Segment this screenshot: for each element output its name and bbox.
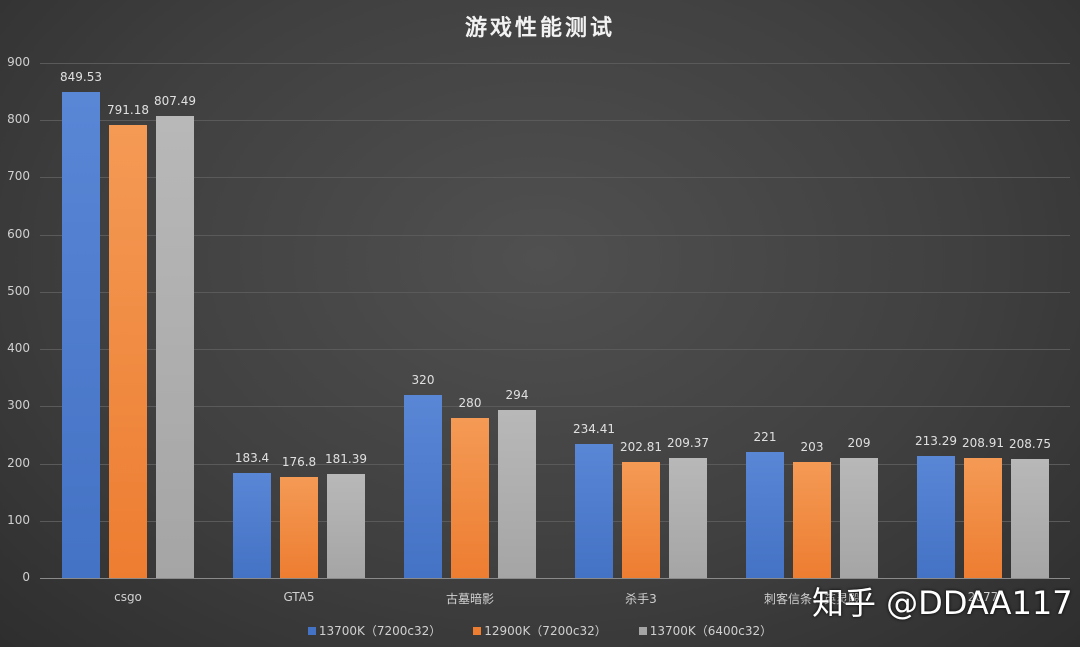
data-label: 807.49 — [154, 93, 196, 108]
y-tick-label: 800 — [7, 112, 30, 127]
bar — [793, 461, 831, 578]
bar — [280, 476, 318, 578]
legend-item: 13700K（7200c32） — [307, 622, 442, 639]
gridline — [40, 520, 1070, 522]
data-label: 280 — [458, 395, 482, 410]
legend-swatch-icon — [473, 626, 482, 635]
data-label: 209.37 — [667, 436, 709, 451]
y-tick-label: 900 — [7, 55, 30, 69]
data-label: 183.4 — [234, 451, 270, 466]
x-tick-label: 刺客信条：英灵殿 — [763, 592, 860, 606]
data-label: 209 — [847, 436, 871, 451]
gridline — [40, 349, 1070, 351]
legend-item: 13700K（6400c32） — [638, 622, 773, 639]
legend: 13700K（7200c32） 12900K（7200c32） 13700K（640… — [0, 622, 1080, 639]
data-label: 320 — [411, 372, 435, 387]
x-tick-label: GTA5 — [283, 590, 315, 604]
bar — [917, 455, 955, 578]
legend-item: 12900K（7200c32） — [473, 622, 607, 639]
y-tick-label: 700 — [7, 169, 30, 184]
bar — [451, 417, 489, 578]
bar — [498, 409, 536, 578]
chart-title: 游戏性能测试 — [464, 16, 615, 41]
gridline — [40, 291, 1070, 293]
y-tick-label: 600 — [7, 226, 30, 241]
legend-label: 12900K（7200c32） — [484, 624, 607, 638]
bar — [669, 458, 707, 578]
bar — [156, 115, 194, 578]
legend-swatch-icon — [307, 626, 316, 635]
bar — [840, 458, 878, 578]
y-tick-label: 400 — [7, 341, 30, 356]
bar — [1011, 458, 1049, 578]
x-axis-line — [40, 578, 1070, 579]
y-tick-label: 500 — [7, 283, 30, 298]
plot-area: 849.53 791.18 807.49 183.4 176.8 181.39 320 280… — [40, 63, 1070, 579]
data-label: 221 — [753, 429, 777, 444]
legend-label: 13700K（6400c32） — [649, 624, 773, 638]
legend-label: 13700K（7200c32） — [318, 624, 442, 638]
bar — [746, 451, 784, 578]
data-label: 176.8 — [281, 454, 317, 469]
bar — [964, 458, 1002, 578]
data-label: 208.75 — [1009, 436, 1051, 451]
gridline — [40, 406, 1070, 408]
data-label: 203 — [800, 439, 824, 454]
gridline — [40, 120, 1070, 122]
bar — [62, 91, 100, 578]
bar — [575, 443, 613, 578]
data-label: 294 — [505, 387, 529, 402]
gridline — [40, 234, 1070, 236]
data-label: 234.41 — [573, 421, 615, 436]
gridline — [40, 463, 1070, 465]
bar — [622, 461, 660, 578]
data-label: 202.81 — [620, 439, 662, 454]
x-tick-label: csgo — [114, 590, 142, 604]
data-label: 208.91 — [962, 436, 1004, 451]
y-tick-label: 200 — [7, 455, 30, 470]
data-label: 791.18 — [107, 103, 149, 118]
legend-swatch-icon — [638, 626, 647, 635]
y-tick-label: 300 — [7, 398, 30, 413]
data-label: 849.53 — [60, 69, 102, 84]
y-tick-label: 0 — [22, 570, 30, 584]
bar — [404, 394, 442, 578]
data-label: 181.39 — [325, 452, 367, 467]
bar — [109, 125, 147, 578]
x-tick-label: 杀手3 — [625, 592, 657, 606]
bar — [327, 474, 365, 578]
x-tick-label: 2077 — [967, 590, 999, 604]
bar — [233, 473, 271, 578]
gridline — [40, 177, 1070, 179]
watermark: 知乎 @DDAA117 — [812, 584, 1073, 622]
x-tick-label: 古墓暗影 — [445, 592, 494, 606]
gridline — [40, 63, 1070, 64]
data-label: 213.29 — [915, 433, 957, 448]
y-tick-label: 100 — [7, 512, 30, 527]
